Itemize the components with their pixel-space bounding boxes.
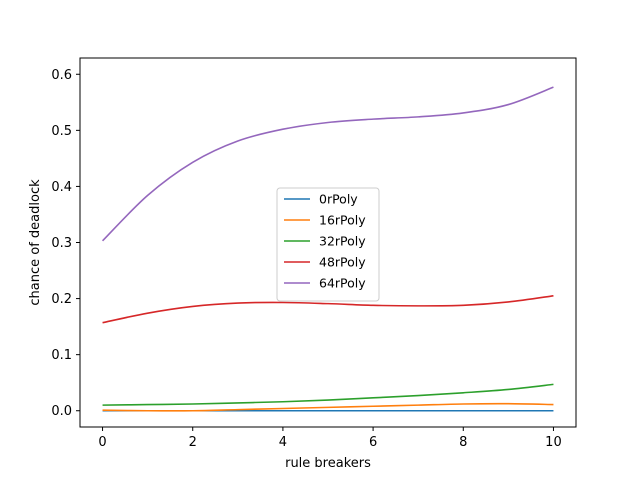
y-tick-label: 0.2 — [51, 292, 72, 307]
series-lines — [101, 86, 554, 412]
x-axis: 0 2 4 6 8 10 — [98, 427, 562, 450]
x-tick-label: 0 — [98, 435, 106, 450]
y-axis-label: chance of deadlock — [28, 179, 43, 306]
legend-label-64rPoly: 64rPoly — [319, 276, 366, 291]
legend-label-16rPoly: 16rPoly — [319, 213, 366, 228]
legend-label-32rPoly: 32rPoly — [319, 234, 366, 249]
y-tick-label: 0.5 — [51, 124, 72, 139]
y-tick-label: 0.1 — [51, 348, 72, 363]
x-axis-label: rule breakers — [285, 456, 371, 471]
x-tick-label: 4 — [279, 435, 287, 450]
series-line-32rPoly — [102, 383, 554, 406]
x-tick-label: 10 — [545, 435, 562, 450]
series-line-64rPoly — [101, 86, 554, 242]
x-tick-label: 6 — [369, 435, 377, 450]
y-tick-label: 0.3 — [51, 236, 72, 251]
legend-box — [276, 187, 380, 302]
legend-label-0rPoly: 0rPoly — [319, 192, 358, 207]
legend-label-48rPoly: 48rPoly — [319, 255, 366, 270]
y-tick-label: 0.4 — [51, 180, 72, 195]
y-tick-label: 0.6 — [51, 68, 72, 83]
x-tick-label: 2 — [189, 435, 197, 450]
y-tick-label: 0.0 — [51, 404, 72, 419]
series-line-48rPoly — [102, 294, 554, 324]
series-line-16rPoly — [102, 402, 554, 412]
y-axis: 0.0 0.1 0.2 0.3 0.4 0.5 0.6 — [51, 68, 80, 419]
legend: 0rPoly 16rPoly 32rPoly 48rPoly 64rPoly — [276, 187, 380, 302]
x-tick-label: 8 — [459, 435, 467, 450]
